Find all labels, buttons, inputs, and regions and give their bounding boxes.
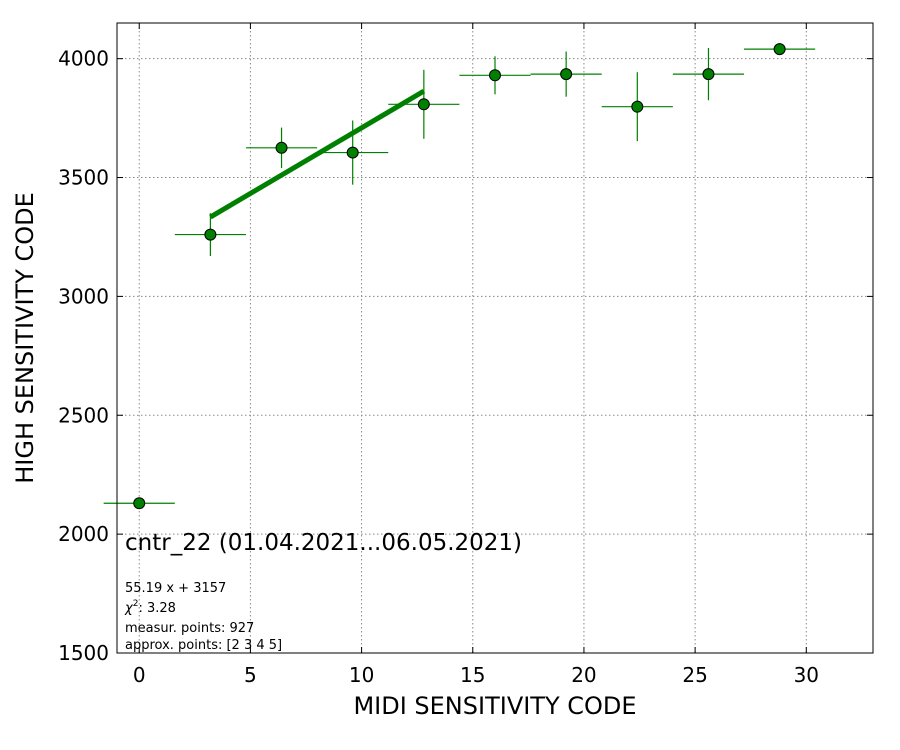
tick-labels: 0 5 10 15 20 25 30 1500 2000 2500 3000 3500 4000 — [58, 47, 819, 687]
data-point — [417, 98, 430, 111]
ticks — [117, 23, 873, 654]
annotation-title: cntr_22 (01.04.2021...06.05.2021) — [125, 530, 522, 556]
chi2-sup: 2 — [133, 599, 139, 609]
data-point — [133, 497, 146, 510]
y-tick-label: 2500 — [58, 403, 109, 427]
data-point — [702, 68, 715, 81]
annotation-chi2: χ2: 3.28 — [124, 599, 176, 616]
y-tick-label: 4000 — [58, 47, 109, 71]
y-tick-label: 3500 — [58, 166, 109, 190]
data-point — [773, 43, 786, 56]
annotation-equation: 55.19 x + 3157 — [125, 581, 226, 596]
chi2-value: : 3.28 — [138, 601, 175, 616]
data-point — [346, 146, 359, 159]
x-tick-label: 15 — [460, 663, 485, 687]
y-tick-label: 3000 — [58, 284, 109, 308]
x-tick-label: 30 — [794, 663, 819, 687]
chi2-symbol: χ — [124, 601, 134, 616]
x-tick-label: 20 — [571, 663, 596, 687]
data-point — [275, 141, 288, 154]
x-tick-label: 10 — [349, 663, 374, 687]
x-tick-label: 0 — [133, 663, 146, 687]
data-point — [560, 68, 573, 81]
x-axis-label: MIDI SENSITIVITY CODE — [353, 692, 636, 720]
error-bars — [103, 43, 816, 504]
y-axis-label: HIGH SENSITIVITY CODE — [11, 192, 39, 484]
annotation-approx-points: approx. points: [2 3 4 5] — [125, 638, 282, 653]
annotation-measur-points: measur. points: 927 — [125, 621, 254, 636]
fit-line — [209, 88, 426, 220]
data-point — [204, 228, 217, 241]
grid — [117, 23, 873, 654]
x-tick-label: 25 — [682, 663, 707, 687]
y-tick-label: 1500 — [58, 641, 109, 665]
x-tick-label: 5 — [244, 663, 257, 687]
markers — [133, 43, 786, 510]
y-tick-label: 2000 — [58, 522, 109, 546]
data-point — [489, 69, 501, 82]
data-point — [631, 100, 644, 113]
fit-line-group — [209, 88, 426, 220]
plot-frame — [116, 22, 874, 654]
